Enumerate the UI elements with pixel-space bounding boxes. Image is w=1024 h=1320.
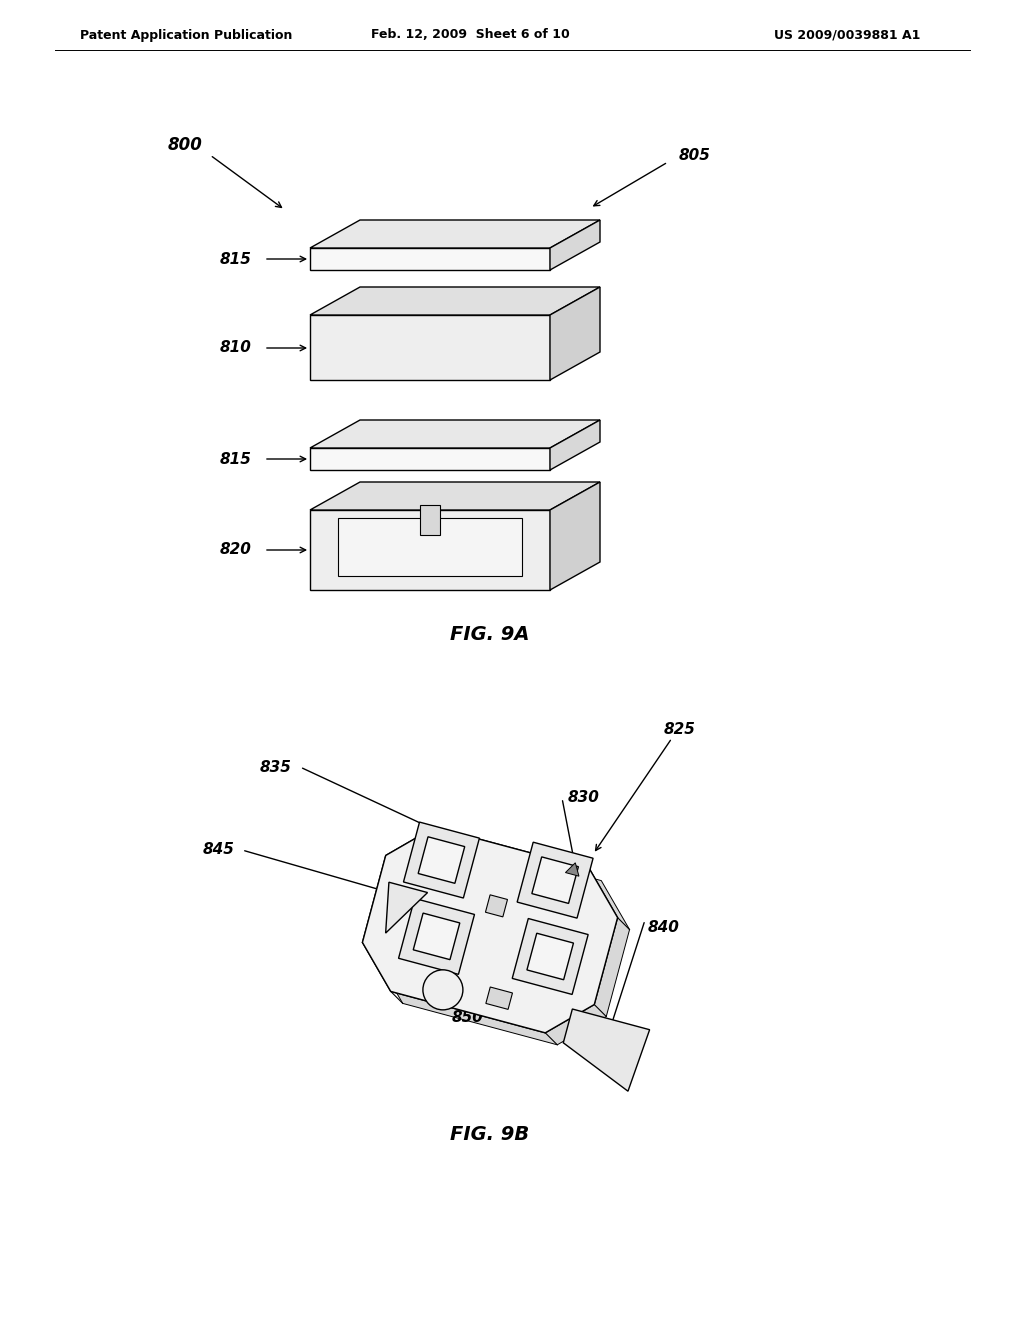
Text: 835: 835 bbox=[260, 759, 292, 775]
Polygon shape bbox=[310, 315, 550, 380]
Text: 850: 850 bbox=[452, 1011, 484, 1026]
Polygon shape bbox=[527, 933, 573, 979]
Polygon shape bbox=[310, 510, 550, 590]
Polygon shape bbox=[485, 987, 512, 1010]
Polygon shape bbox=[310, 482, 600, 510]
Polygon shape bbox=[386, 882, 428, 933]
Polygon shape bbox=[512, 919, 588, 994]
Polygon shape bbox=[420, 506, 440, 535]
Text: Feb. 12, 2009  Sheet 6 of 10: Feb. 12, 2009 Sheet 6 of 10 bbox=[371, 29, 569, 41]
Polygon shape bbox=[362, 828, 617, 1032]
Text: 800: 800 bbox=[168, 136, 203, 154]
Polygon shape bbox=[398, 899, 474, 974]
Polygon shape bbox=[310, 420, 600, 447]
Text: 840: 840 bbox=[648, 920, 680, 935]
Text: US 2009/0039881 A1: US 2009/0039881 A1 bbox=[773, 29, 920, 41]
Polygon shape bbox=[310, 286, 600, 315]
Text: 810: 810 bbox=[220, 341, 252, 355]
Polygon shape bbox=[414, 913, 460, 960]
Text: FIG. 9B: FIG. 9B bbox=[451, 1126, 529, 1144]
Polygon shape bbox=[531, 857, 579, 903]
Polygon shape bbox=[565, 863, 579, 876]
Polygon shape bbox=[338, 519, 522, 576]
Polygon shape bbox=[310, 248, 550, 271]
Polygon shape bbox=[550, 286, 600, 380]
Polygon shape bbox=[418, 837, 465, 883]
Text: 825: 825 bbox=[664, 722, 696, 738]
Polygon shape bbox=[550, 482, 600, 590]
Text: FIG. 9A: FIG. 9A bbox=[451, 626, 529, 644]
Text: 815: 815 bbox=[220, 451, 252, 466]
Polygon shape bbox=[550, 220, 600, 271]
Circle shape bbox=[423, 970, 463, 1010]
Polygon shape bbox=[362, 828, 617, 1032]
Text: 805: 805 bbox=[679, 148, 711, 162]
Polygon shape bbox=[310, 447, 550, 470]
Polygon shape bbox=[517, 842, 593, 919]
Polygon shape bbox=[310, 220, 600, 248]
Polygon shape bbox=[403, 822, 479, 898]
Polygon shape bbox=[550, 420, 600, 470]
Polygon shape bbox=[375, 840, 630, 1045]
Polygon shape bbox=[485, 895, 508, 917]
Text: Patent Application Publication: Patent Application Publication bbox=[80, 29, 293, 41]
Text: 845: 845 bbox=[203, 842, 234, 858]
Polygon shape bbox=[563, 1008, 649, 1092]
Text: 815: 815 bbox=[220, 252, 252, 267]
Text: 830: 830 bbox=[568, 791, 600, 805]
Text: 820: 820 bbox=[220, 543, 252, 557]
